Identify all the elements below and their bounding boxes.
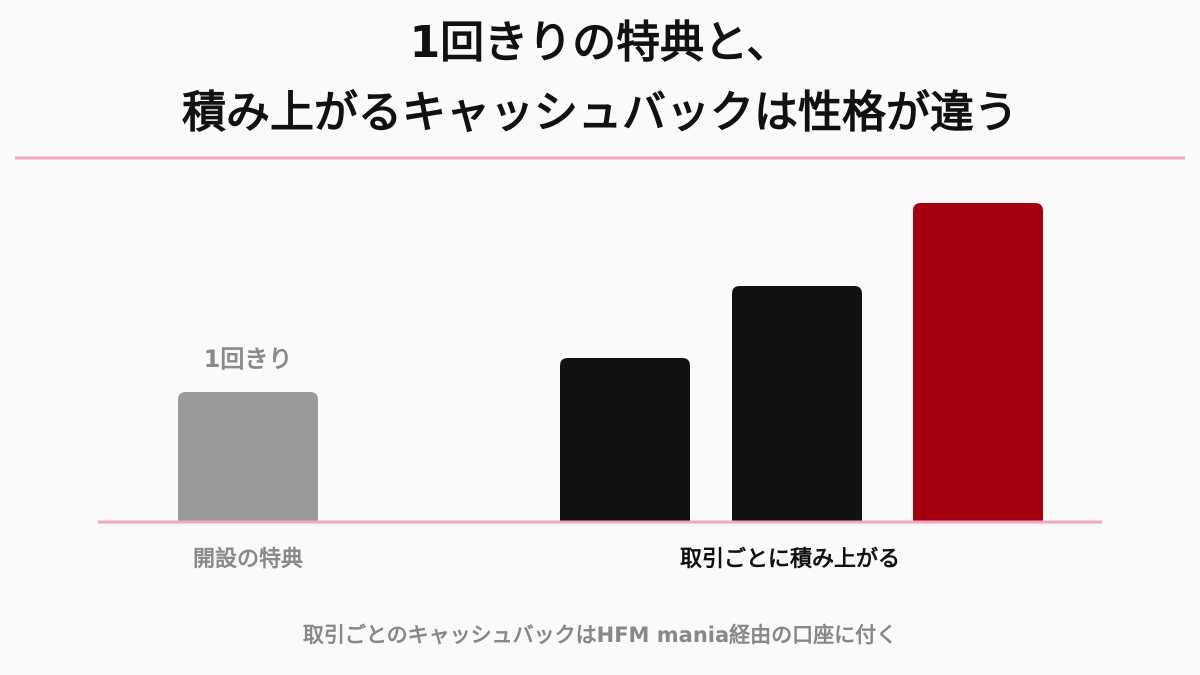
footnote: 取引ごとのキャッシュバックはHFM mania経由の口座に付く — [303, 623, 897, 647]
group-label: 開設の特典 — [193, 546, 303, 572]
group-label: 取引ごとに積み上がる — [680, 546, 900, 572]
chart-title: 積み上がるキャッシュバックは性格が違う — [182, 87, 1018, 138]
bar — [178, 392, 318, 522]
bar — [913, 203, 1043, 522]
bar — [732, 286, 862, 522]
bar — [560, 358, 690, 522]
chart-title: 1回きりの特典と、 — [410, 17, 791, 68]
bar-annotation: 1回きり — [204, 345, 293, 373]
